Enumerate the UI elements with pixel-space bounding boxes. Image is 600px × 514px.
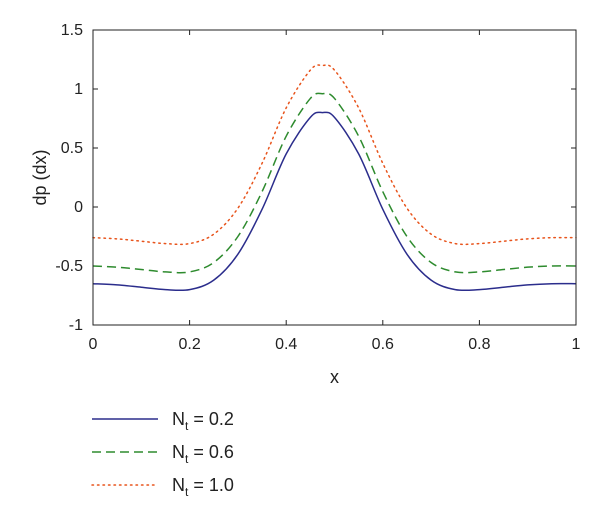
- plot-frame: [92, 29, 577, 326]
- tick-labels: 0 0.2 0.4 0.6 0.8 1 -1 -0.5 0 0.5 1 1.5: [55, 22, 580, 353]
- x-tick-label: 0: [89, 336, 98, 353]
- x-tick-label: 0.4: [275, 336, 297, 353]
- ticks-layer: [92, 29, 577, 326]
- x-tick-label: 1: [572, 336, 581, 353]
- series-line-3: [92, 64, 577, 246]
- x-axis-label: x: [330, 367, 339, 387]
- lines-layer: [92, 64, 577, 292]
- legend-label: Nt = 0.6: [172, 442, 234, 466]
- legend-entry-2: Nt = 0.6: [92, 442, 234, 466]
- y-tick-label: 0: [74, 199, 83, 216]
- legend-label: Nt = 1.0: [172, 475, 234, 499]
- legend-entry-1: Nt = 0.2: [92, 409, 234, 433]
- y-axis-label: dp (dx): [30, 149, 50, 205]
- y-tick-label: 0.5: [61, 140, 83, 157]
- legend-label: Nt = 0.2: [172, 409, 234, 433]
- y-tick-label: -1: [69, 317, 83, 334]
- series-line-2: [92, 92, 577, 274]
- legend-entry-3: Nt = 1.0: [91, 475, 234, 499]
- x-tick-label: 0.8: [468, 336, 490, 353]
- y-tick-label: 1.5: [61, 22, 83, 39]
- legend: Nt = 0.2 Nt = 0.6 Nt = 1.0: [91, 409, 234, 499]
- y-tick-label: -0.5: [55, 258, 83, 275]
- y-tick-label: 1: [74, 81, 83, 98]
- series-line-1: [92, 111, 577, 292]
- x-tick-label: 0.6: [372, 336, 394, 353]
- x-tick-label: 0.2: [178, 336, 200, 353]
